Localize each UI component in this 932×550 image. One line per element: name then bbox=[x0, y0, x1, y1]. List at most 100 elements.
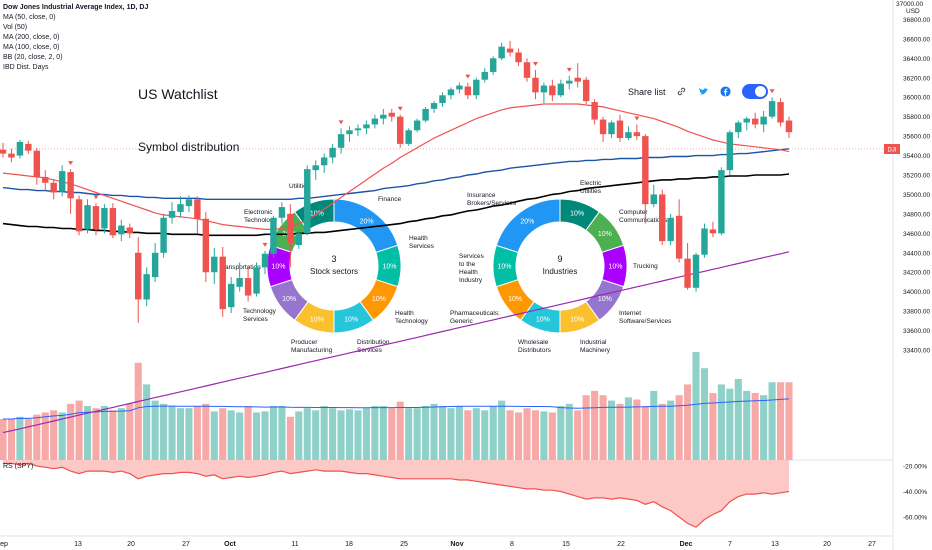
link-icon[interactable] bbox=[676, 86, 688, 98]
price-axis-unit: USD bbox=[906, 8, 920, 15]
legend-line-ibd[interactable]: IBD Dist. Days bbox=[3, 64, 49, 71]
candle-body bbox=[464, 86, 472, 96]
volume-bar bbox=[278, 406, 286, 460]
candle-body bbox=[135, 252, 142, 300]
candle-body bbox=[101, 208, 108, 229]
price-tick-label: 36800.00 bbox=[903, 17, 930, 24]
candle-body bbox=[405, 130, 412, 144]
legend-line-bb[interactable]: BB (20, close, 2, 0) bbox=[3, 54, 63, 61]
price-tick-label: 34400.00 bbox=[903, 250, 930, 257]
volume-bar bbox=[24, 418, 32, 460]
volume-bar bbox=[498, 400, 506, 460]
distribution-day-marker bbox=[532, 62, 538, 66]
volume-bar bbox=[312, 410, 320, 460]
candle-body bbox=[363, 124, 370, 129]
volume-bar bbox=[709, 393, 717, 460]
legend-line-ma100[interactable]: MA (100, close, 0) bbox=[3, 44, 60, 51]
candle-body bbox=[574, 77, 581, 82]
time-tick-label: Dec bbox=[680, 541, 693, 548]
volume-bar bbox=[193, 406, 201, 460]
industry-donut-segment-value: 10% bbox=[570, 316, 584, 323]
candle-body bbox=[346, 130, 353, 135]
sector-donut-segment-label: Distribution bbox=[357, 339, 390, 346]
volume-bar bbox=[760, 395, 768, 460]
industry-donut-segment-label: Machinery bbox=[580, 347, 611, 354]
volume-bar bbox=[557, 406, 565, 460]
volume-bar bbox=[700, 368, 709, 460]
volume-bar bbox=[447, 408, 455, 460]
facebook-icon[interactable] bbox=[720, 86, 732, 98]
volume-bar bbox=[717, 384, 725, 460]
symbol-distribution-heading: Symbol distribution bbox=[138, 140, 240, 154]
volume-bar bbox=[667, 400, 675, 460]
volume-bar bbox=[405, 408, 413, 460]
volume-bar bbox=[151, 400, 159, 460]
volume-bar bbox=[489, 406, 497, 460]
volume-bar bbox=[607, 400, 616, 460]
volume-bar bbox=[422, 406, 430, 460]
volume-bar bbox=[92, 408, 100, 460]
rs-pane-label[interactable]: RS (SPY) bbox=[3, 463, 34, 470]
candle-body bbox=[785, 120, 793, 133]
candle-body bbox=[642, 136, 649, 205]
sector-donut-segment-label: Technology bbox=[395, 318, 429, 325]
industry-donut-title: Industries bbox=[543, 267, 578, 276]
volume-bar bbox=[143, 384, 151, 460]
sector-donut-segment-value: 10% bbox=[382, 264, 396, 271]
volume-bar bbox=[540, 411, 548, 460]
candle-body bbox=[0, 149, 7, 154]
candle-body bbox=[295, 233, 303, 245]
price-tick-label: 34200.00 bbox=[903, 270, 930, 277]
volume-bar bbox=[371, 406, 379, 460]
volume-bar bbox=[286, 416, 294, 460]
legend-title[interactable]: Dow Jones Industrial Average Index, 1D, … bbox=[3, 4, 149, 11]
volume-bar bbox=[7, 418, 16, 460]
volume-bar bbox=[33, 414, 41, 460]
volume-bar bbox=[0, 418, 7, 460]
volume-bar bbox=[41, 412, 49, 460]
industry-donut-segment-label: Communications bbox=[619, 217, 668, 224]
candle-body bbox=[194, 199, 201, 219]
candle-body bbox=[84, 205, 91, 230]
share-toggle[interactable] bbox=[741, 84, 768, 99]
bollinger-band-line bbox=[2, 251, 790, 434]
price-tick-label: 33600.00 bbox=[903, 328, 930, 335]
volume-bar bbox=[582, 395, 590, 460]
time-tick-label: 20 bbox=[127, 541, 135, 548]
candle-body bbox=[244, 278, 252, 296]
candle-body bbox=[278, 207, 286, 218]
candle-body bbox=[261, 253, 269, 268]
candle-body bbox=[557, 83, 565, 96]
sector-donut-title: Stock sectors bbox=[310, 267, 358, 276]
candle-body bbox=[25, 143, 32, 151]
toggle-knob bbox=[754, 86, 766, 97]
volume-bar bbox=[658, 403, 666, 460]
legend-line-vol[interactable]: Vol (50) bbox=[3, 24, 28, 31]
volume-bar bbox=[337, 410, 345, 460]
symbol-price-tag bbox=[884, 144, 900, 154]
price-tick-label: 33800.00 bbox=[903, 309, 930, 316]
candle-body bbox=[253, 267, 260, 294]
candle-body bbox=[413, 120, 421, 131]
price-tick-label: 34600.00 bbox=[903, 231, 930, 238]
legend-line-ma50[interactable]: MA (50, close, 0) bbox=[3, 14, 56, 21]
price-tick-label: 33400.00 bbox=[903, 348, 930, 355]
candle-body bbox=[75, 199, 83, 232]
volume-bar bbox=[345, 409, 354, 460]
sector-donut-segment-label: Manufacturing bbox=[291, 347, 333, 354]
sector-donut-segment-label: Services bbox=[243, 316, 269, 323]
candle-body bbox=[743, 118, 750, 123]
distribution-day-marker bbox=[769, 89, 775, 94]
candle-body bbox=[92, 206, 100, 230]
candle-body bbox=[659, 194, 666, 242]
distribution-day-marker bbox=[566, 67, 572, 72]
candle-body bbox=[236, 278, 243, 287]
legend-line-ma200[interactable]: MA (200, close, 0) bbox=[3, 34, 60, 41]
sector-donut-segment-value: 10% bbox=[372, 296, 386, 303]
twitter-icon[interactable] bbox=[698, 86, 710, 98]
industry-donut-segment-value: 10% bbox=[570, 211, 584, 218]
sector-donut-segment-value: 10% bbox=[282, 296, 296, 303]
candle-body bbox=[16, 141, 24, 156]
